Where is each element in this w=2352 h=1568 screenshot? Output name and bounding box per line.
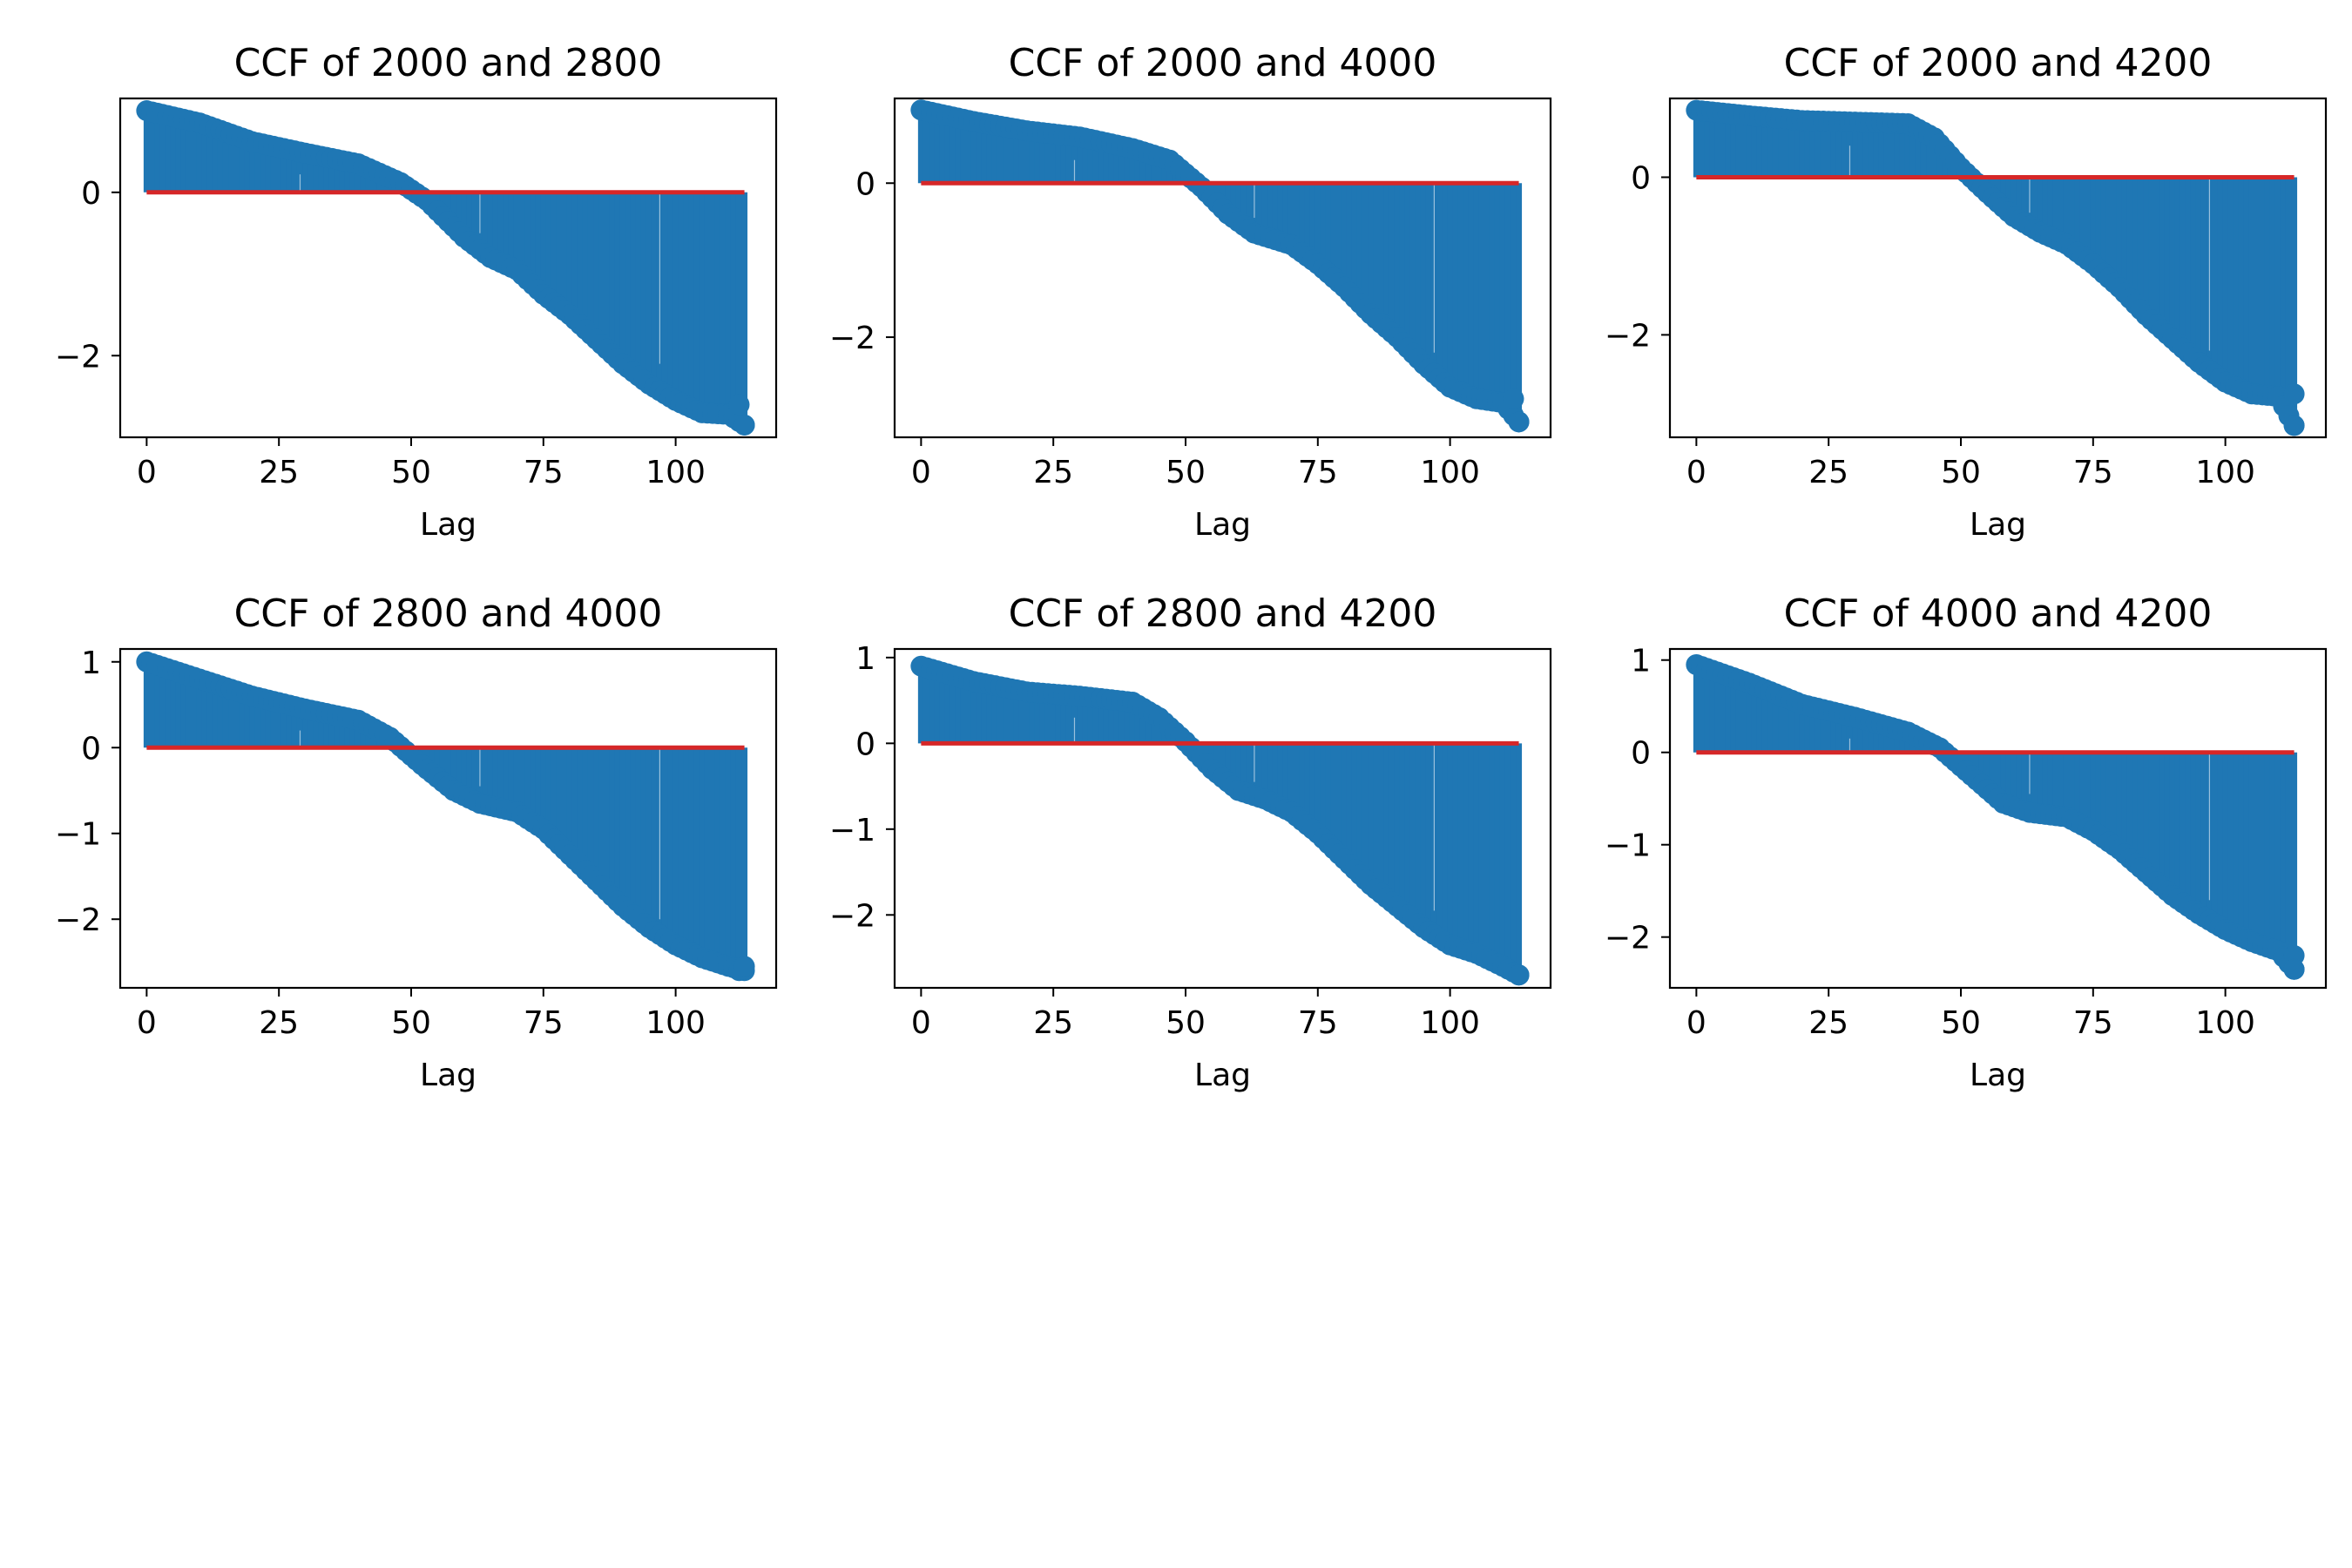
x-tick-label: 100: [645, 1005, 706, 1041]
stem-lines: [1693, 110, 2298, 426]
y-tick-label: 0: [81, 176, 101, 212]
y-tick-label: −2: [829, 898, 875, 934]
y-tick-label: −1: [1605, 828, 1651, 864]
x-tick-label: 50: [391, 455, 431, 490]
x-tick-label: 75: [1298, 1005, 1338, 1041]
y-tick-label: −1: [55, 817, 101, 853]
subplot-title: CCF of 2000 and 4000: [1009, 41, 1437, 85]
subplot-4: CCF of 2800 and 4000 0 25 50 75 100 −2 −1 0 1 Lag: [55, 591, 778, 1093]
x-tick-label: 0: [911, 455, 931, 490]
stem-marker-end: [1508, 964, 1530, 986]
x-tick-label: 50: [391, 1005, 431, 1041]
y-tick-label: −2: [55, 902, 101, 938]
stem-markers: [910, 99, 1530, 433]
y-tick-label: 1: [855, 641, 875, 677]
x-tick-label: 50: [1941, 1005, 1981, 1041]
subplot-title: CCF of 2800 and 4000: [234, 591, 663, 636]
x-tick-label: 100: [645, 455, 706, 490]
stem-markers: [1686, 99, 2305, 436]
y-tick-label: −1: [829, 813, 875, 848]
y-tick-label: 0: [855, 166, 875, 202]
subplot-3: CCF of 2000 and 4200 0 25 50 75 100 −2 0 Lag: [1605, 41, 2328, 543]
stem-markers: [1686, 654, 2305, 980]
x-tick-label: 75: [1298, 455, 1338, 490]
subplot-title: CCF of 2000 and 4200: [1784, 41, 2213, 85]
x-tick-label: 50: [1166, 455, 1206, 490]
stem-marker-end: [2283, 383, 2305, 405]
x-tick-label: 0: [137, 455, 157, 490]
stem-marker-end: [733, 414, 755, 436]
stem-marker-end: [1503, 388, 1524, 409]
x-tick-label: 25: [1808, 455, 1848, 490]
x-tick-label: 0: [1686, 1005, 1707, 1041]
x-tick-label: 75: [524, 455, 564, 490]
axes-frame: [118, 647, 778, 990]
axes-frame: [1668, 97, 2328, 439]
x-tick-label: 25: [259, 1005, 299, 1041]
subplot-title: CCF of 2000 and 2800: [234, 41, 663, 85]
stem-markers: [910, 655, 1530, 986]
subplot-6: CCF of 4000 and 4200 0 25 50 75 100 −2 −1 0 1 Lag: [1605, 591, 2328, 1093]
x-axis-label: Lag: [420, 1058, 476, 1093]
x-tick-label: 0: [911, 1005, 931, 1041]
y-tick-label: −2: [1605, 921, 1651, 956]
axes-frame: [1668, 647, 2328, 990]
x-tick-label: 0: [1686, 455, 1707, 490]
x-tick-label: 50: [1941, 455, 1981, 490]
x-axis-label: Lag: [1194, 507, 1251, 543]
y-tick-label: −2: [829, 321, 875, 356]
subplot-title: CCF of 4000 and 4200: [1784, 591, 2213, 636]
x-tick-label: 25: [1808, 1005, 1848, 1041]
subplot-title: CCF of 2800 and 4200: [1009, 591, 1437, 636]
y-tick-label: −2: [1605, 318, 1651, 354]
x-axis-label: Lag: [420, 507, 476, 543]
x-tick-label: 75: [2073, 1005, 2113, 1041]
y-tick-label: 0: [1631, 736, 1651, 772]
y-tick-label: 0: [855, 727, 875, 762]
x-tick-label: 100: [1420, 455, 1480, 490]
x-tick-label: 100: [1420, 1005, 1480, 1041]
x-axis-label: Lag: [1970, 507, 2026, 543]
axes-frame: [893, 647, 1552, 990]
subplot-2: CCF of 2000 and 4000 0 25 50 75 100 −2 0 Lag: [829, 41, 1552, 543]
subplot-5: CCF of 2800 and 4200 0 25 50 75 100 −2 −1 0 1 Lag: [829, 591, 1552, 1093]
x-tick-label: 75: [2073, 455, 2113, 490]
y-tick-label: −2: [55, 339, 101, 375]
y-tick-label: 1: [1631, 644, 1651, 679]
x-tick-label: 25: [1033, 455, 1073, 490]
x-tick-label: 50: [1166, 1005, 1206, 1041]
x-tick-label: 100: [2195, 1005, 2255, 1041]
stem-markers: [136, 651, 755, 982]
x-tick-label: 100: [2195, 455, 2255, 490]
stem-marker-end: [728, 394, 750, 416]
stem-marker-end: [1508, 411, 1530, 433]
stem-marker-end: [733, 956, 755, 977]
subplot-1: CCF of 2000 and 2800 0 25 50 75 100 −2 0 Lag: [55, 41, 778, 543]
x-axis-label: Lag: [1194, 1058, 1251, 1093]
y-tick-label: 0: [1631, 160, 1651, 196]
x-tick-label: 0: [137, 1005, 157, 1041]
stem-marker-end: [2283, 958, 2305, 980]
y-tick-label: 0: [81, 731, 101, 767]
x-tick-label: 25: [259, 455, 299, 490]
stem-marker-end: [2283, 415, 2305, 436]
x-tick-label: 25: [1033, 1005, 1073, 1041]
x-axis-label: Lag: [1970, 1058, 2026, 1093]
y-tick-label: 1: [81, 645, 101, 681]
axes-frame: [893, 97, 1552, 439]
x-tick-label: 75: [524, 1005, 564, 1041]
axes-frame: [118, 97, 778, 439]
